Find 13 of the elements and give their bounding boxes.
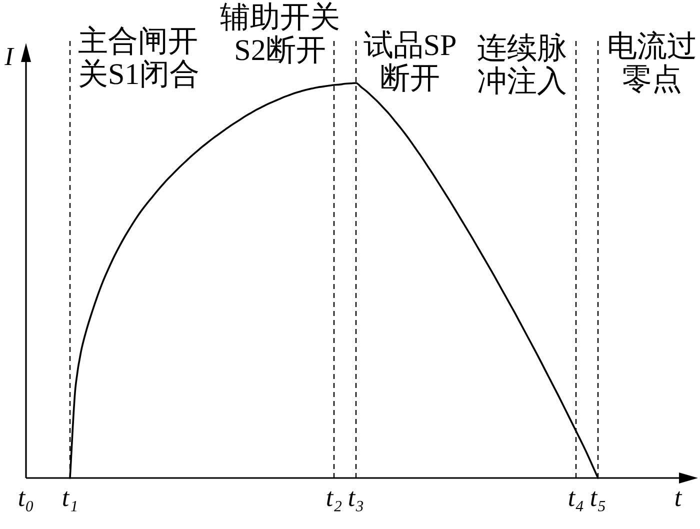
x-axis-title: t (674, 483, 682, 512)
annotation: 电流过零点 (606, 30, 698, 96)
annotation: 主合闸开关S1闭合 (78, 25, 201, 91)
x-tick-label: t₅ (590, 483, 606, 512)
annotation: 辅助开关S2断开 (219, 1, 341, 67)
x-tick-label: t₂ (326, 483, 342, 512)
y-axis-title: I (4, 42, 15, 71)
annotation: 连续脉冲注入 (476, 32, 568, 98)
annotation: 试品SP断开 (362, 29, 458, 95)
x-tick-label: t₄ (568, 483, 584, 512)
x-tick-label: t₁ (62, 483, 78, 512)
x-tick-label: t₀ (18, 483, 34, 512)
x-tick-label: t₃ (348, 483, 364, 512)
